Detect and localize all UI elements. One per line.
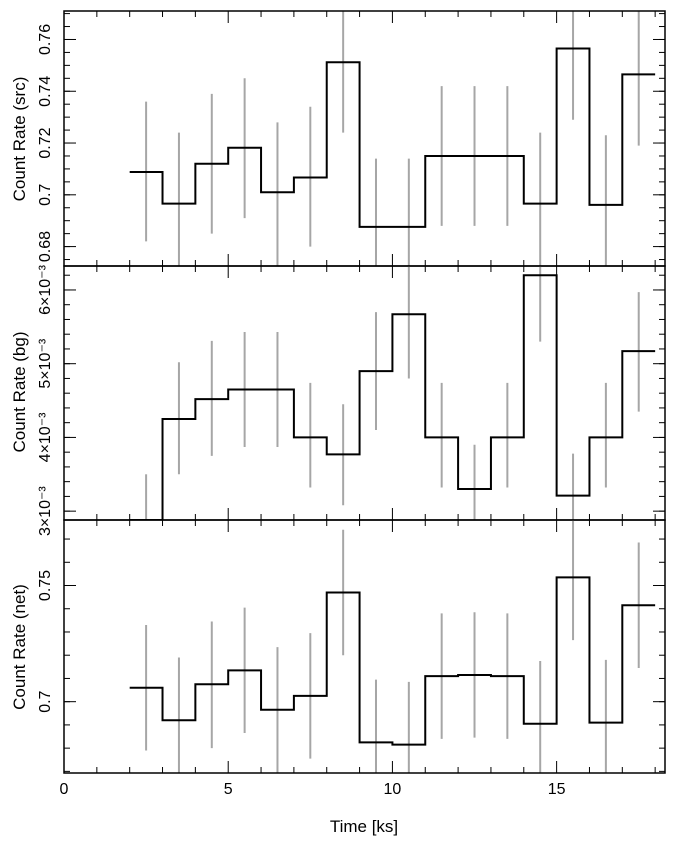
panel-bg: 3×10⁻³ 4×10⁻³ 5×10⁻³ 6×10⁻³ [37, 264, 666, 536]
panel-net-ylabel: Count Rate (net) [10, 584, 29, 710]
panel-src: 0.68 0.7 0.72 0.74 0.76 [37, 10, 666, 267]
panel-net: 0.7 0.75 0 5 10 15 [37, 519, 666, 798]
panel-src-ylabel: Count Rate (src) [10, 77, 29, 202]
panel-bg-y-tick-label: 5×10⁻³ [37, 338, 54, 388]
x-tick-label: 0 [60, 781, 69, 798]
panel-net-y-tick-label: 0.75 [37, 570, 54, 601]
panel-bg-plot-area [129, 266, 656, 520]
panel-src-y-tick-label: 0.74 [37, 76, 54, 107]
panel-net-plot-area [129, 520, 656, 773]
panel-src-y-tick-label: 0.76 [37, 24, 54, 55]
panel-bg-y-tick-label: 4×10⁻³ [37, 412, 54, 462]
panel-net-step-line [129, 576, 656, 746]
panel-bg-ylabel: Count Rate (bg) [10, 332, 29, 453]
panel-bg-step-line [129, 274, 656, 520]
panel-src-y-tick-label: 0.68 [37, 231, 54, 262]
panel-src-plot-area [129, 11, 656, 266]
x-tick-label: 10 [384, 781, 402, 798]
panel-bg-y-tick-label: 6×10⁻³ [37, 264, 54, 314]
x-axis-label: Time [ks] [330, 817, 398, 836]
panel-net-y-tick-label: 0.7 [37, 690, 54, 712]
x-tick-label: 5 [224, 781, 233, 798]
panel-src-y-tick-label: 0.7 [37, 184, 54, 206]
panel-bg-y-tick-label: 3×10⁻³ [37, 486, 54, 536]
panel-bg-frame [63, 265, 666, 521]
panel-net-frame [63, 519, 666, 774]
panel-src-step-line [129, 47, 656, 228]
panel-src-y-tick-label: 0.72 [37, 127, 54, 158]
x-tick-label: 15 [548, 781, 566, 798]
